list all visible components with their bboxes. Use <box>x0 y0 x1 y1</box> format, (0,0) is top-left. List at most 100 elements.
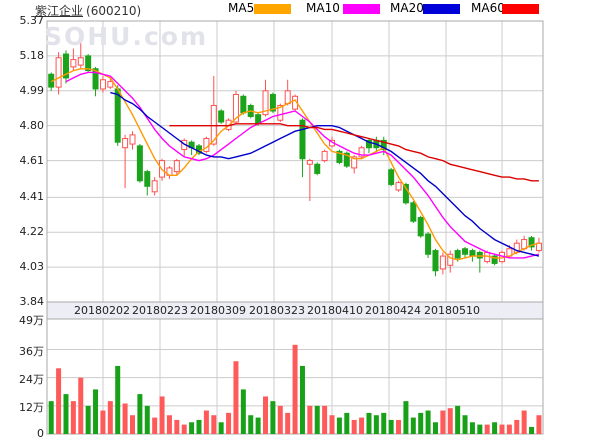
candle-down <box>410 202 417 222</box>
volume-bar <box>226 412 232 434</box>
date-tick-label: 20180223 <box>132 304 188 317</box>
volume-bar <box>329 415 335 434</box>
volume-bar <box>285 412 291 434</box>
date-tick-label: 20180510 <box>424 304 480 317</box>
price-tick-label: 4.61 <box>19 153 45 167</box>
candle-down <box>454 250 461 259</box>
candle-up <box>107 81 114 88</box>
volume-bar <box>218 422 224 434</box>
candle-up <box>321 150 328 162</box>
volume-bar <box>477 424 483 434</box>
date-tick-label: 20180323 <box>249 304 305 317</box>
volume-bar <box>203 410 209 434</box>
volume-bar <box>484 424 490 434</box>
candle-down <box>269 93 276 112</box>
candle-down <box>388 169 395 185</box>
candle-down <box>476 251 483 259</box>
candles <box>48 37 542 277</box>
volume-bar <box>492 422 498 434</box>
date-tick-label: 20180202 <box>74 304 130 317</box>
candle-down <box>432 250 439 272</box>
volume-bar <box>336 417 342 434</box>
volume-tick-label: 0 <box>37 427 44 440</box>
volume-bar <box>455 405 461 434</box>
candle-up <box>70 59 77 68</box>
price-tick-label: 5.18 <box>19 48 45 62</box>
volume-tick-label: 24万 <box>19 372 44 386</box>
volume-bar <box>152 417 158 434</box>
volume-bar <box>322 405 328 434</box>
volume-bar <box>70 401 76 434</box>
candle-down <box>144 171 151 187</box>
candle-down <box>62 53 69 79</box>
volume-bar <box>85 405 91 434</box>
volume-bar <box>499 424 505 434</box>
volume-bar <box>425 410 431 434</box>
volume-bar <box>418 412 424 434</box>
volume-bar <box>344 412 350 434</box>
candle-up <box>99 79 106 90</box>
candle-up <box>232 93 239 123</box>
volume-bar <box>93 389 99 434</box>
legend-swatch-ma60 <box>502 4 539 14</box>
candle-down <box>491 255 498 264</box>
candle-up <box>173 160 180 173</box>
candle-down <box>365 139 372 149</box>
price-tick-label: 5.37 <box>19 14 45 27</box>
volume-bar <box>137 394 143 434</box>
volume-bar <box>292 344 298 434</box>
volume-bar <box>277 405 283 434</box>
candle-up <box>151 180 158 193</box>
volume-bar <box>432 422 438 434</box>
candle-up <box>351 156 358 169</box>
volume-bar <box>366 412 372 434</box>
legend-label-ma5: MA5 <box>228 1 255 15</box>
legend-label-ma20: MA20 <box>390 1 424 15</box>
legend-swatch-ma5 <box>254 4 291 14</box>
candle-up <box>203 138 210 152</box>
volume-bar <box>144 405 150 434</box>
legend-label-ma60: MA60 <box>471 1 505 15</box>
volume-bar <box>159 396 165 434</box>
volume-bar <box>122 403 128 434</box>
volume-bar <box>166 415 172 434</box>
volume-bar <box>100 410 106 434</box>
stock-title: 紫江企业 (600210) <box>35 2 141 19</box>
volume-bar <box>359 417 365 434</box>
candle-up <box>262 90 269 116</box>
candle-up <box>210 104 217 145</box>
ma20-line <box>110 91 540 257</box>
volume-bar <box>529 426 535 434</box>
legend-swatch-ma10 <box>343 4 380 14</box>
candle-up <box>358 147 365 158</box>
date-tick-label: 20180410 <box>307 304 363 317</box>
price-tick-label: 4.41 <box>19 190 45 204</box>
volume-bar <box>129 415 135 434</box>
date-tick-label: 20180424 <box>365 304 421 317</box>
volume-bar <box>56 368 62 434</box>
price-tick-label: 4.80 <box>19 118 45 132</box>
volume-bar <box>196 419 202 434</box>
volume-bar <box>307 405 313 434</box>
candle-up <box>535 242 542 252</box>
candle-down <box>462 248 469 255</box>
volume-bar <box>78 377 84 434</box>
candle-up <box>395 182 402 191</box>
volume-tick-label: 12万 <box>19 400 44 414</box>
volume-bar <box>48 401 54 434</box>
candle-down <box>85 55 92 72</box>
candle-down <box>402 183 409 204</box>
volume-tick-label: 36万 <box>19 344 44 358</box>
volume-bar <box>189 422 195 434</box>
sohu-watermark: SOHU.com <box>44 22 209 51</box>
candle-up <box>447 253 454 266</box>
volume-bars <box>48 344 542 434</box>
candle-up <box>122 138 129 149</box>
price-tick-label: 4.22 <box>19 225 45 239</box>
volume-bar <box>263 396 269 434</box>
stock-name-link[interactable]: 紫江企业 <box>35 4 84 18</box>
volume-bar <box>181 424 187 434</box>
price-tick-label: 4.99 <box>19 83 45 97</box>
volume-bar <box>388 419 394 434</box>
